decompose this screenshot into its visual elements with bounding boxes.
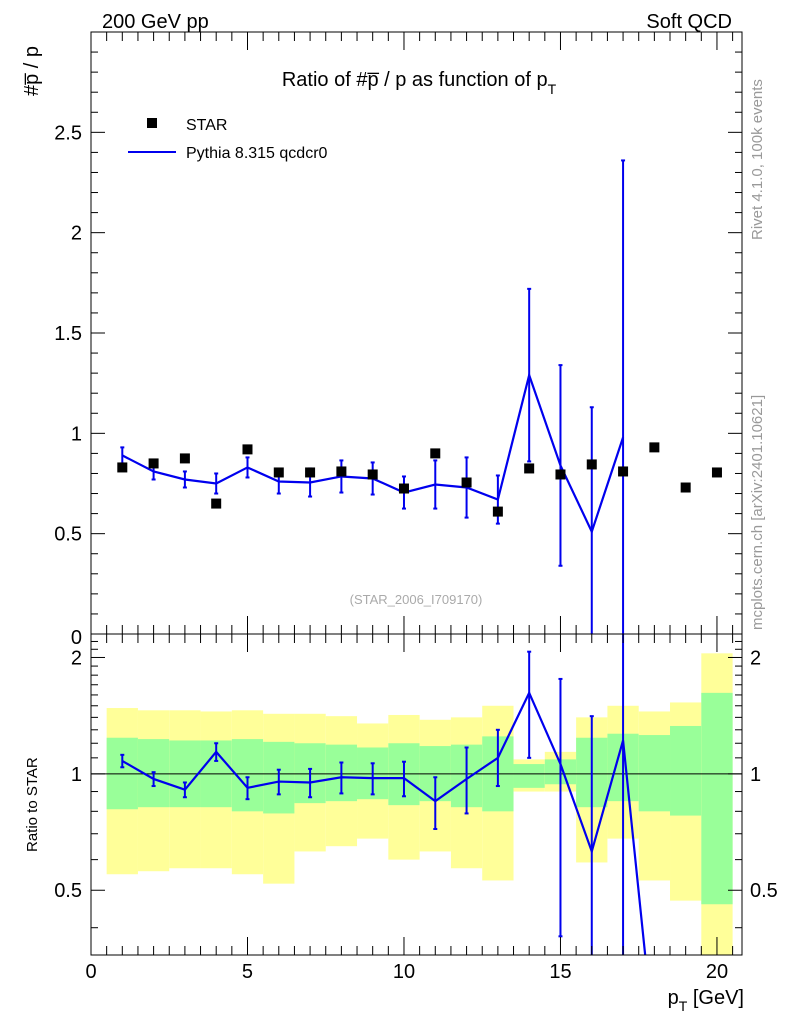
x-tick-label: 20 xyxy=(706,961,728,983)
mc-line xyxy=(121,371,625,535)
data-point xyxy=(211,498,222,509)
main-y-tick-label: 2.5 xyxy=(54,122,82,144)
data-point xyxy=(586,459,597,470)
ratio-line xyxy=(121,690,647,955)
data-point xyxy=(398,483,409,494)
x-axis-label-text: p xyxy=(668,987,679,1009)
ratio-y-tick-label: 0.5 xyxy=(54,880,82,902)
data-series xyxy=(117,442,722,517)
x-axis-label: pT [GeV] xyxy=(668,987,744,1014)
ratio-y-tick-label-right: 0.5 xyxy=(750,880,778,902)
ratio-y-tick-label: 1 xyxy=(71,764,82,786)
data-point xyxy=(680,482,691,493)
data-point xyxy=(117,462,128,473)
legend-marker-star xyxy=(147,118,157,128)
main-y-tick-label: 2 xyxy=(71,223,82,245)
data-point xyxy=(148,458,159,469)
x-axis-label-subscript: T xyxy=(679,998,688,1014)
side-text-top: Rivet 4.1.0, 100k events xyxy=(749,79,766,240)
data-point xyxy=(430,448,441,459)
chart-title-text: Ratio of #p̅ / p as function of p xyxy=(282,69,548,91)
main-y-tick-label: 1.5 xyxy=(54,323,82,345)
ratio-tick-labels: 0.5 0.51 12 20 5 10 15 20 xyxy=(54,647,778,983)
data-point xyxy=(305,467,316,478)
x-tick-label: 0 xyxy=(85,961,96,983)
legend: STAR Pythia 8.315 qcdcr0 xyxy=(128,117,328,162)
data-point xyxy=(336,466,347,477)
ratio-uncertainty-bands xyxy=(106,653,733,955)
main-ylabel: #p̅ / p xyxy=(21,46,43,96)
legend-label-star: STAR xyxy=(186,117,227,134)
data-point xyxy=(524,463,535,474)
data-point xyxy=(618,466,629,477)
inner-band xyxy=(513,764,545,788)
ratio-y-tick-label-right: 1 xyxy=(750,764,761,786)
ratio-panel: 0.5 0.51 12 20 5 10 15 20 Ratio to STAR pT [GeV… xyxy=(24,633,778,1014)
data-point xyxy=(649,442,660,453)
chart-title: Ratio of #p̅ / p as function of pT xyxy=(282,69,557,97)
main-panel: 0.5 1 1.5 2 2.5 0 (STAR_2006_I709170) Ratio o… xyxy=(21,31,743,649)
data-point xyxy=(461,477,472,488)
main-watermark: (STAR_2006_I709170) xyxy=(350,592,483,607)
data-point xyxy=(273,467,284,478)
chart-title-subscript: T xyxy=(548,81,557,97)
data-point xyxy=(242,444,253,455)
x-tick-label: 15 xyxy=(549,961,571,983)
header-right: Soft QCD xyxy=(646,11,732,33)
data-point xyxy=(555,469,566,480)
ratio-mc-series xyxy=(120,634,647,955)
ratio-frame xyxy=(90,633,743,956)
header-left: 200 GeV pp xyxy=(102,11,209,33)
side-text-bottom: mcplots.cern.ch [arXiv:2401.10621] xyxy=(749,395,766,630)
inner-band xyxy=(638,735,671,812)
x-tick-label: 10 xyxy=(393,961,415,983)
data-point xyxy=(367,469,378,480)
x-tick-label: 5 xyxy=(242,961,253,983)
mc-series xyxy=(120,159,626,634)
legend-label-pythia: Pythia 8.315 qcdcr0 xyxy=(186,145,328,162)
ratio-y-tick-label-right: 2 xyxy=(750,647,761,669)
main-y-tick-label-zero: 0 xyxy=(71,627,82,649)
data-point xyxy=(711,467,722,478)
x-axis-label-unit: [GeV] xyxy=(687,987,744,1009)
ratio-ylabel: Ratio to STAR xyxy=(24,757,41,852)
main-y-tick-label: 0.5 xyxy=(54,524,82,546)
main-tick-labels: 0.5 1 1.5 2 2.5 0 xyxy=(54,122,82,649)
main-y-tick-label: 1 xyxy=(71,423,82,445)
inner-band xyxy=(670,725,702,816)
inner-band xyxy=(701,692,733,905)
ratio-y-tick-label: 2 xyxy=(71,647,82,669)
data-point xyxy=(492,506,503,517)
data-point xyxy=(179,453,190,464)
